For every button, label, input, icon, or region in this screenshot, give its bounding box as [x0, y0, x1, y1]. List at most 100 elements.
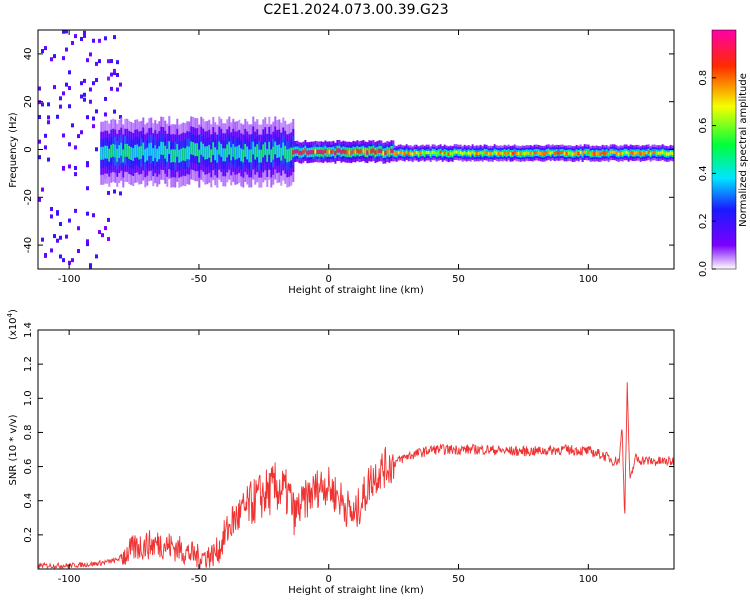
- heatmap-cell: [104, 145, 107, 159]
- snr-y-tick-label: 1.0: [23, 390, 34, 406]
- heatmap-cell: [41, 49, 44, 54]
- heatmap-cell: [306, 150, 309, 155]
- heatmap-cell: [292, 150, 295, 155]
- heatmap-cell: [164, 145, 167, 159]
- heatmap-cell: [224, 148, 227, 162]
- heatmap-cell: [114, 144, 117, 158]
- heatmap-cell: [62, 91, 65, 96]
- heatmap-cell: [521, 151, 524, 155]
- heatmap-cell: [184, 148, 187, 162]
- heatmap-cell: [38, 197, 41, 202]
- heatmap-cell: [641, 151, 644, 155]
- heatmap-cell: [95, 109, 98, 114]
- heatmap-cell: [124, 143, 127, 157]
- heatmap-cell: [170, 149, 173, 163]
- heatmap-cell: [447, 152, 450, 156]
- heatmap-cell: [162, 142, 165, 155]
- heatmap-cell: [591, 151, 594, 156]
- heatmap-cell: [637, 151, 640, 155]
- heatmap-cell: [324, 148, 327, 154]
- heatmap-cell: [104, 36, 107, 41]
- heatmap-cell: [356, 148, 359, 153]
- heatmap-cell: [192, 142, 195, 155]
- heatmap-cell: [288, 148, 291, 162]
- heatmap-cell: [172, 149, 175, 163]
- heatmap-cell: [59, 254, 62, 259]
- heatmap-cell: [134, 144, 137, 158]
- heatmap-cell: [262, 144, 265, 158]
- heatmap-cell: [563, 151, 566, 156]
- heatmap-cell: [633, 151, 636, 155]
- heatmap-cell: [98, 230, 101, 235]
- heatmap-cell: [266, 148, 269, 162]
- heatmap-cell: [62, 56, 65, 61]
- heatmap-cell: [469, 152, 472, 156]
- heatmap-cell: [461, 152, 464, 156]
- heatmap-cell: [92, 81, 95, 86]
- heatmap-cell: [77, 134, 80, 139]
- heatmap-cell: [539, 151, 542, 156]
- heatmap-cell: [667, 152, 670, 156]
- heatmap-cell: [401, 151, 404, 155]
- heatmap-cell: [573, 152, 576, 156]
- heatmap-cell: [364, 149, 367, 155]
- heatmap-cell: [53, 234, 56, 239]
- heatmap-cell: [212, 142, 215, 156]
- heatmap-cell: [449, 151, 452, 156]
- heatmap-cell: [98, 59, 101, 64]
- heatmap-cell: [579, 150, 582, 154]
- heatmap-cell: [130, 147, 133, 160]
- heatmap-cell: [83, 92, 86, 97]
- heatmap-cell: [433, 150, 436, 155]
- heatmap-cell: [246, 146, 249, 160]
- snr-x-tick-label: 100: [579, 574, 598, 585]
- snr-multiplier: (x104): [6, 309, 19, 340]
- snr-multiplier-close: ): [8, 309, 19, 313]
- heatmap-cell: [80, 36, 83, 41]
- heatmap-cell: [511, 151, 514, 156]
- heatmap-cell: [86, 186, 89, 191]
- heatmap-cell: [104, 112, 107, 117]
- heatmap-cell: [525, 151, 528, 155]
- heatmap-cell: [314, 149, 317, 154]
- heatmap-cell: [107, 237, 110, 242]
- snr-plot-frame: [37, 329, 675, 570]
- heatmap-cell: [567, 151, 570, 155]
- heatmap-cell: [126, 143, 129, 157]
- heatmap-cell: [74, 172, 77, 177]
- heatmap-cell: [228, 141, 231, 155]
- heatmap-cell: [346, 150, 349, 155]
- heatmap-cell: [427, 150, 430, 155]
- heatmap-cell: [663, 151, 666, 156]
- heatmap-cell: [368, 148, 371, 153]
- heatmap-cell: [218, 141, 221, 155]
- heatmap-cell: [665, 152, 668, 156]
- heatmap-cell: [527, 151, 530, 155]
- snr-panel: -100 -50 0 50 100 0.2 0.4 0.6 0.8 1.0 1.2 1.4 Heigh…: [6, 309, 675, 596]
- heatmap-cell: [384, 150, 387, 156]
- heatmap-cell: [302, 150, 305, 155]
- heatmap-cell: [53, 54, 56, 59]
- heatmap-cell: [649, 152, 652, 156]
- heatmap-cell: [92, 124, 95, 129]
- heatmap-cell: [119, 82, 122, 87]
- heatmap-cell: [344, 149, 347, 155]
- heatmap-cell: [425, 150, 428, 155]
- spectrogram-y-tick-label: 0: [23, 146, 34, 152]
- heatmap-cell: [593, 152, 596, 156]
- heatmap-cell: [318, 149, 321, 155]
- heatmap-cell: [77, 249, 80, 254]
- heatmap-cell: [605, 151, 608, 155]
- heatmap-cell: [326, 150, 329, 155]
- heatmap-cell: [194, 143, 197, 157]
- heatmap-cell: [569, 151, 572, 155]
- heatmap-cell: [491, 152, 494, 156]
- heatmap-cell: [110, 86, 113, 91]
- heatmap-cell: [376, 149, 379, 154]
- snr-x-axis-label: Height of straight line (km): [288, 585, 424, 596]
- heatmap-cell: [609, 150, 612, 155]
- heatmap-cell: [100, 146, 103, 160]
- heatmap-cell: [47, 115, 50, 120]
- heatmap-cell: [208, 144, 211, 158]
- spectrogram-y-tick-label: 20: [23, 95, 34, 108]
